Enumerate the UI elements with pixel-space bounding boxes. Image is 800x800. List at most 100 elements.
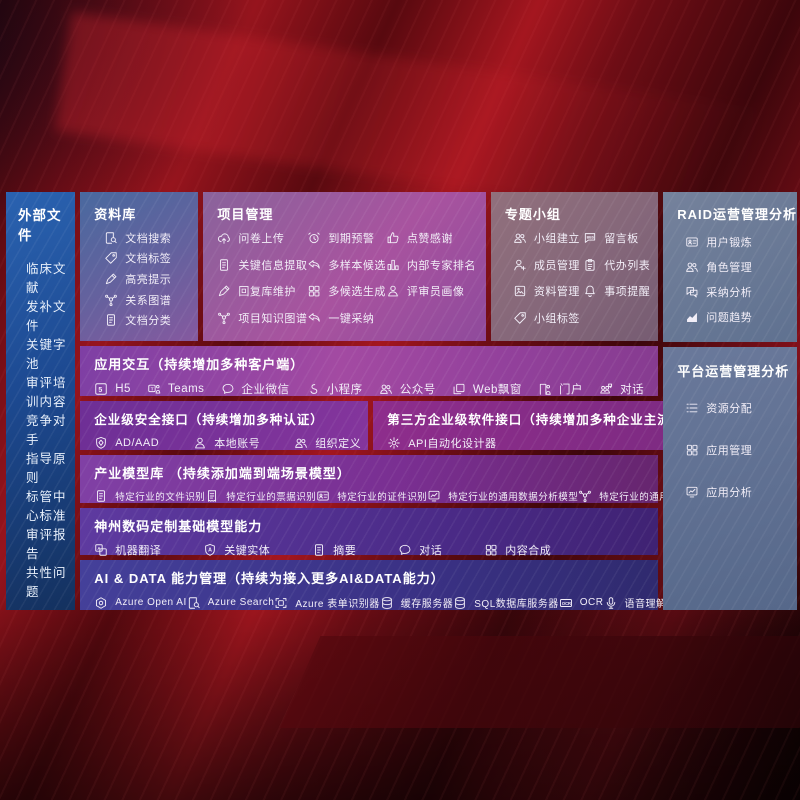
feature-label: Azure 表单识别器	[295, 599, 380, 610]
qa-chat-icon	[685, 285, 699, 299]
doc-search-icon	[187, 596, 201, 610]
feature-label: 问题趋势	[706, 312, 753, 324]
feature-item: 缓存服务器	[380, 595, 454, 610]
row-title: 企业级安全接口（持续增加多种认证）	[94, 413, 324, 427]
sidebar-item: 审评培训内容	[26, 376, 67, 409]
feature-item: 应用分析	[685, 484, 797, 500]
feature-label: 小组建立	[533, 232, 580, 245]
feature-item: API自动化设计器	[387, 435, 496, 451]
feature-item: A 机器翻译	[94, 542, 161, 558]
clipboard-icon	[583, 258, 597, 272]
feature-item: 内部专家排名	[386, 257, 476, 273]
feature-item: 特定行业的票据识别	[205, 489, 316, 503]
panel-title: 专题小组	[504, 207, 561, 222]
sidebar-item: 审评报告	[26, 528, 67, 561]
feature-label: 一键采纳	[328, 313, 375, 326]
trend-icon	[685, 310, 699, 324]
feature-label: 小组标签	[533, 313, 580, 326]
ocr-icon: OCR	[559, 596, 573, 610]
panel-repository: 资料库 文档搜索 文档标签 高亮提示 关系图谱 文档分类	[80, 192, 199, 341]
feature-label: 到期预警	[328, 232, 375, 245]
feature-item: 评审员画像	[386, 283, 476, 299]
project-item-grid: 问卷上传 到期预警 点赞感谢 关键信息提取 多样本候选 内部专家排名 回复库维护 多候选生成 评…	[217, 223, 476, 333]
sidebar-item: 竞争对手	[26, 414, 67, 447]
feature-label: 角色管理	[706, 262, 753, 274]
album-icon	[513, 284, 527, 298]
feature-item: 多候选生成	[307, 283, 386, 299]
external-files-sidebar: 外部文件 临床文献 发补文件 关键字池 审评培训内容 竞争对手 指导原则 标管中心标准 审评报…	[6, 192, 76, 610]
feature-label: 评审员画像	[406, 286, 465, 299]
panel-topic-groups: 专题小组 小组建立 BBS 留言板 成员管理 代办列表 资料管理 事项提醒 小组标签	[490, 192, 659, 341]
feature-item: 点赞感谢	[386, 230, 476, 246]
raid-item-list: 用户锻炼 角色管理 采纳分析 问题趋势	[677, 225, 797, 334]
people-icon	[685, 260, 699, 274]
feature-item: 小组标签	[513, 310, 583, 326]
feature-label: 内部专家排名	[406, 259, 476, 272]
translate-icon: A	[94, 543, 108, 557]
tag-icon	[513, 311, 527, 325]
pen-icon	[104, 272, 118, 286]
reply-icon	[307, 311, 321, 325]
feature-label: 问卷上传	[238, 232, 285, 245]
row-ai-data: AI & DATA 能力管理（持续为接入更多AI&DATA能力） Azure O…	[80, 560, 707, 610]
db-icon	[453, 596, 467, 610]
sidebar-item: 共性问题	[26, 566, 67, 599]
sidebar-item-list: 临床文献 发补文件 关键字池 审评培训内容 竞争对手 指导原则 标管中心标准 审评报告 共性问题	[6, 258, 75, 600]
panel-title: 平台运营管理分析	[677, 364, 790, 379]
feature-item: AD/AAD	[94, 436, 159, 450]
feature-label: 事项提醒	[604, 286, 651, 299]
feature-label: 特定行业的票据识别	[226, 492, 317, 503]
feature-label: 特定行业的证件识别	[337, 492, 428, 503]
dcits-model-items: A 机器翻译 A 关键实体 摘要 对话 内容合成	[94, 542, 644, 558]
openai-icon	[94, 596, 108, 610]
feature-label: Web飘窗	[472, 384, 522, 396]
feature-item: 关系图谱	[104, 292, 198, 308]
tag-icon	[104, 251, 118, 265]
feature-item: 文档标签	[104, 250, 198, 266]
feature-item: 资料管理	[513, 283, 583, 299]
feature-label: 文档搜索	[125, 232, 172, 245]
platform-item-list: 资源分配 应用管理 应用分析	[677, 400, 797, 500]
security-items: AD/AAD 本地账号 组织定义	[94, 435, 361, 451]
feature-label: 资源分配	[706, 403, 753, 415]
cloud-upload-icon	[217, 231, 231, 245]
svg-text:OCR: OCR	[562, 600, 571, 605]
background-dark-band	[279, 636, 800, 728]
doc-search-icon	[104, 231, 118, 245]
topic-item-grid: 小组建立 BBS 留言板 成员管理 代办列表 资料管理 事项提醒 小组标签	[505, 223, 650, 333]
feature-item: 小组建立	[513, 230, 583, 246]
panel-title: 项目管理	[217, 207, 274, 222]
network-icon	[578, 489, 592, 503]
feature-label: 资料管理	[533, 286, 580, 299]
feature-item: SQL数据库服务器	[453, 595, 559, 610]
feature-item: 代办列表	[583, 257, 650, 273]
feature-item: 公众号	[379, 381, 436, 397]
feature-item: 角色管理	[685, 259, 797, 275]
shield-a-icon: A	[203, 543, 217, 557]
h5-icon: 5	[94, 382, 108, 396]
svg-text:A: A	[98, 546, 102, 551]
feature-label: Azure Open AI	[115, 597, 187, 608]
feature-label: 门户	[559, 384, 583, 396]
feature-label: 缓存服务器	[400, 599, 454, 610]
feature-label: 文档分类	[125, 315, 172, 328]
feature-label: 采纳分析	[706, 287, 753, 299]
people-icon	[379, 382, 393, 396]
feature-label: 机器翻译	[115, 545, 162, 557]
third-party-items: API自动化设计器	[387, 435, 738, 451]
sidebar-item: 发补文件	[26, 300, 67, 333]
feature-item: 门户	[538, 381, 583, 397]
panel-title: RAID运营管理分析	[677, 207, 797, 222]
feature-item: T Teams	[147, 382, 204, 396]
feature-label: 文档标签	[125, 253, 172, 266]
feature-label: 对话	[620, 384, 645, 396]
row-title: 第三方企业级软件接口（持续增加多种企业主流软件接口）	[387, 413, 739, 427]
person-icon	[193, 436, 207, 450]
feature-item: 企业微信	[221, 381, 290, 397]
feature-item: 高亮提示	[104, 271, 198, 287]
people-icon	[513, 231, 527, 245]
id-card-icon	[316, 489, 330, 503]
row-title: 应用交互（持续增加多种客户端）	[94, 357, 305, 372]
diagram-layout: 外部文件 临床文献 发补文件 关键字池 审评培训内容 竞争对手 指导原则 标管中心标准 审评报…	[6, 192, 797, 610]
feature-label: 公众号	[399, 384, 436, 396]
